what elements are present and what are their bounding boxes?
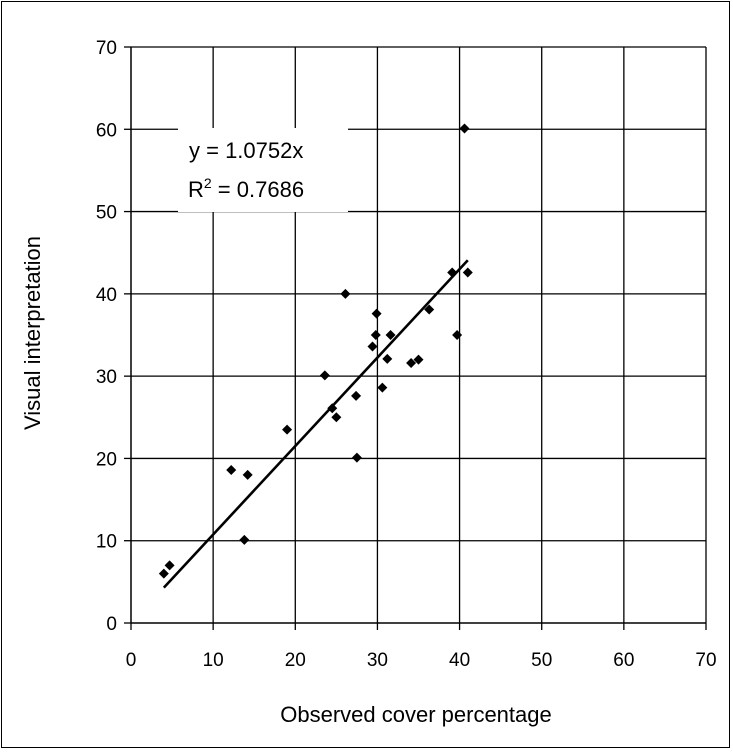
tick-labels: 0 10 20 30 40 50 60 70 0 10 20 30 40 50 60 70: [96, 38, 717, 671]
x-tick-label: 40: [449, 650, 470, 671]
x-tick-label: 70: [695, 650, 716, 671]
data-point: [164, 560, 175, 571]
y-tick-label: 20: [96, 449, 117, 470]
data-point: [413, 354, 424, 365]
data-point: [447, 267, 458, 278]
r-squared-symbol: R: [188, 177, 204, 202]
data-point: [158, 568, 169, 579]
x-axis-title: Observed cover percentage: [280, 702, 552, 727]
trendline-group: [162, 259, 469, 589]
data-point: [242, 469, 253, 480]
data-point: [452, 330, 463, 340]
data-point: [226, 464, 237, 475]
data-point: [382, 353, 393, 364]
x-tick-label: 10: [203, 650, 224, 671]
r-squared-value: = 0.7686: [212, 177, 304, 202]
data-point: [367, 341, 378, 352]
data-point: [319, 370, 330, 381]
x-tick-label: 50: [531, 650, 552, 671]
data-point: [406, 357, 417, 368]
data-point: [327, 403, 338, 414]
data-point: [370, 330, 381, 340]
y-axis-title: Visual interpretation: [20, 236, 45, 430]
data-point: [282, 424, 293, 435]
data-point: [351, 452, 362, 463]
y-tick-label: 40: [96, 285, 117, 306]
data-point: [377, 382, 388, 393]
y-tick-label: 50: [96, 203, 117, 224]
r-squared-superscript: 2: [204, 175, 212, 191]
x-tick-label: 60: [613, 650, 634, 671]
y-tick-label: 60: [96, 120, 117, 141]
data-point: [351, 390, 362, 401]
data-points: [158, 123, 473, 579]
r-squared-label: R2 = 0.7686: [188, 175, 304, 202]
x-tick-label: 30: [367, 650, 388, 671]
x-tick-label: 20: [285, 650, 306, 671]
data-point: [331, 412, 342, 423]
data-point: [385, 330, 396, 340]
trendline: [162, 259, 469, 589]
data-point: [424, 304, 435, 315]
data-point: [459, 123, 470, 134]
data-point: [239, 534, 250, 545]
y-tick-label: 70: [96, 38, 117, 59]
y-tick-label: 30: [96, 367, 117, 388]
equation-label: y = 1.0752x: [189, 138, 303, 163]
data-point: [462, 267, 473, 278]
y-tick-label: 10: [96, 532, 117, 553]
data-point: [340, 288, 351, 299]
axes: [124, 46, 707, 630]
data-point: [371, 308, 382, 319]
y-tick-label: 0: [106, 614, 117, 635]
annotation-background: [178, 128, 348, 212]
x-tick-label: 0: [126, 650, 137, 671]
annotations: y = 1.0752x R2 = 0.7686: [178, 128, 348, 212]
